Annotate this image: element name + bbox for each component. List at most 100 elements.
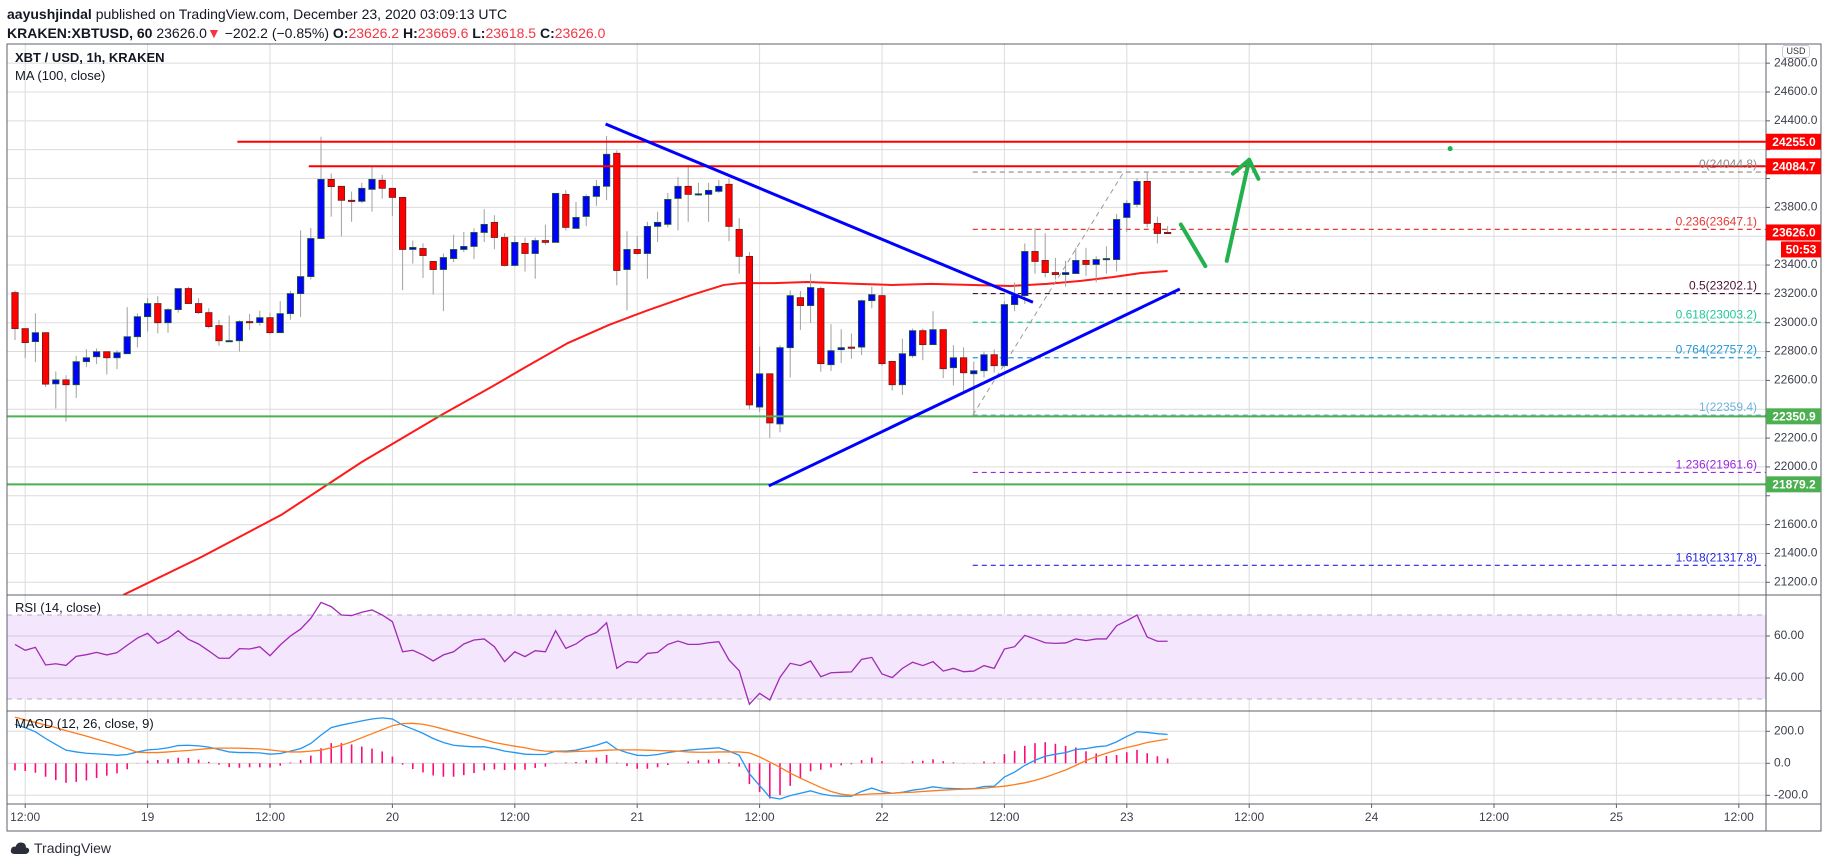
candle[interactable]	[929, 311, 937, 346]
candle[interactable]	[725, 178, 733, 242]
candle[interactable]	[511, 236, 519, 267]
candle[interactable]	[174, 288, 182, 313]
trendline[interactable]	[605, 122, 1034, 304]
candle[interactable]	[1062, 260, 1070, 287]
candle[interactable]	[205, 308, 213, 329]
candle[interactable]	[572, 202, 580, 229]
currency-button[interactable]: USD	[1782, 45, 1810, 58]
candle[interactable]	[796, 290, 805, 330]
candle[interactable]	[164, 308, 172, 333]
candle[interactable]	[562, 190, 570, 231]
candle[interactable]	[82, 349, 90, 367]
candle[interactable]	[858, 299, 866, 356]
candle[interactable]	[756, 346, 764, 413]
candle[interactable]	[807, 273, 815, 324]
candle[interactable]	[143, 298, 152, 332]
candle[interactable]	[378, 174, 386, 199]
candle[interactable]	[735, 218, 743, 274]
candle[interactable]	[409, 240, 417, 264]
candle[interactable]	[215, 319, 223, 346]
candle[interactable]	[898, 338, 907, 395]
candle[interactable]	[837, 329, 845, 364]
candle[interactable]	[449, 234, 458, 263]
candle[interactable]	[582, 194, 590, 227]
candle[interactable]	[419, 243, 427, 279]
candle[interactable]	[154, 296, 162, 334]
candle[interactable]	[11, 290, 19, 341]
candle[interactable]	[347, 191, 356, 222]
green-arrow-stroke[interactable]	[1224, 157, 1252, 263]
candle[interactable]	[552, 192, 560, 243]
candle[interactable]	[664, 192, 672, 228]
candle[interactable]	[256, 310, 264, 326]
candle[interactable]	[531, 237, 539, 279]
candle[interactable]	[715, 179, 723, 193]
candle[interactable]	[1072, 247, 1080, 274]
candle[interactable]	[847, 333, 856, 359]
candle[interactable]	[980, 351, 988, 378]
candle[interactable]	[235, 320, 243, 352]
candle[interactable]	[286, 290, 295, 320]
candle[interactable]	[490, 215, 499, 250]
candle[interactable]	[388, 187, 397, 217]
candle[interactable]	[1143, 172, 1151, 228]
candle[interactable]	[368, 166, 376, 212]
candle[interactable]	[776, 345, 784, 433]
candle[interactable]	[684, 166, 692, 222]
candle[interactable]	[786, 290, 794, 378]
candle[interactable]	[1031, 228, 1039, 274]
candle[interactable]	[1113, 213, 1121, 272]
candle[interactable]	[817, 286, 825, 372]
candle[interactable]	[1000, 301, 1009, 368]
candle[interactable]	[500, 233, 509, 267]
candle[interactable]	[72, 355, 80, 398]
candle[interactable]	[694, 182, 703, 196]
candle[interactable]	[470, 228, 478, 259]
candle[interactable]	[521, 237, 529, 272]
candle[interactable]	[633, 236, 641, 255]
candle[interactable]	[1082, 247, 1090, 276]
candle[interactable]	[337, 185, 346, 237]
candle[interactable]	[133, 313, 141, 348]
candle[interactable]	[888, 360, 896, 391]
author-name[interactable]: aayushjindal	[7, 6, 92, 22]
candle[interactable]	[31, 313, 40, 363]
candle[interactable]	[705, 182, 713, 222]
candle[interactable]	[909, 328, 917, 358]
candle[interactable]	[1133, 178, 1141, 208]
candle[interactable]	[317, 136, 325, 239]
candle[interactable]	[623, 231, 631, 311]
candle[interactable]	[21, 328, 29, 359]
candle[interactable]	[1092, 256, 1100, 283]
candle[interactable]	[1051, 257, 1059, 280]
candle[interactable]	[225, 315, 233, 343]
green-arrow-stroke[interactable]	[1178, 222, 1208, 269]
candle[interactable]	[358, 182, 366, 204]
candle[interactable]	[480, 209, 488, 242]
candle[interactable]	[1102, 246, 1110, 274]
candle[interactable]	[439, 253, 448, 312]
candle[interactable]	[654, 211, 662, 242]
candle[interactable]	[1021, 243, 1029, 304]
candle[interactable]	[745, 252, 754, 410]
candle[interactable]	[990, 349, 998, 373]
candle[interactable]	[541, 224, 550, 245]
candle[interactable]	[878, 286, 886, 366]
candle[interactable]	[868, 286, 876, 309]
candle[interactable]	[592, 179, 601, 206]
candle[interactable]	[52, 371, 60, 409]
candle[interactable]	[949, 345, 958, 386]
candle[interactable]	[1123, 200, 1131, 232]
candle[interactable]	[245, 313, 254, 330]
candle[interactable]	[266, 312, 274, 335]
candle[interactable]	[296, 230, 305, 317]
candle[interactable]	[1041, 233, 1049, 278]
candle[interactable]	[307, 227, 315, 280]
candle[interactable]	[42, 332, 50, 387]
candle[interactable]	[827, 324, 835, 372]
candle[interactable]	[113, 350, 121, 370]
candle[interactable]	[276, 301, 284, 334]
candle[interactable]	[398, 197, 407, 291]
candle[interactable]	[62, 375, 70, 422]
